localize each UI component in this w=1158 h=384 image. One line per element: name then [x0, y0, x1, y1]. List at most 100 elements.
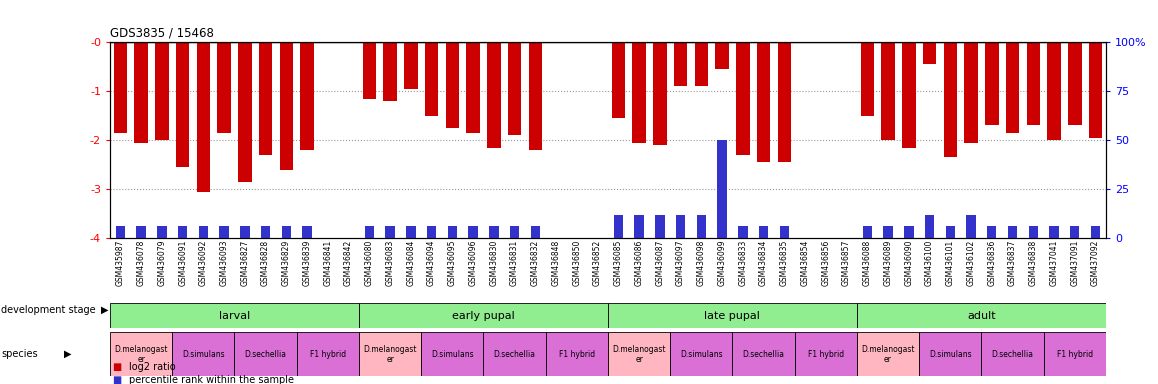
Bar: [155, 42, 169, 140]
Bar: [635, 215, 644, 238]
Bar: [881, 42, 895, 140]
Bar: [965, 42, 977, 142]
Text: larval: larval: [219, 311, 250, 321]
Bar: [468, 226, 478, 238]
Bar: [173, 332, 234, 376]
Bar: [794, 332, 857, 376]
Bar: [653, 42, 667, 145]
Bar: [176, 42, 190, 167]
Text: D.simulans: D.simulans: [929, 350, 972, 359]
Bar: [987, 226, 997, 238]
Bar: [614, 215, 623, 238]
Text: D.simulans: D.simulans: [431, 350, 474, 359]
Bar: [985, 42, 998, 126]
Text: D.melanogast
er: D.melanogast er: [613, 345, 666, 364]
Bar: [697, 215, 706, 238]
Text: log2 ratio: log2 ratio: [129, 362, 175, 372]
Bar: [1028, 226, 1038, 238]
Bar: [1049, 226, 1058, 238]
Bar: [904, 226, 914, 238]
Bar: [234, 332, 296, 376]
Bar: [860, 42, 874, 116]
Text: ■: ■: [112, 375, 122, 384]
Bar: [448, 226, 457, 238]
Bar: [738, 226, 748, 238]
Text: D.simulans: D.simulans: [182, 350, 225, 359]
Text: F1 hybrid: F1 hybrid: [1057, 350, 1093, 359]
Bar: [528, 42, 542, 150]
Bar: [467, 42, 479, 133]
Bar: [857, 303, 1106, 328]
Text: GDS3835 / 15468: GDS3835 / 15468: [110, 26, 214, 40]
Bar: [1007, 226, 1017, 238]
Bar: [779, 226, 789, 238]
Bar: [302, 226, 312, 238]
Bar: [857, 332, 919, 376]
Bar: [219, 226, 229, 238]
Bar: [113, 42, 127, 133]
Bar: [362, 42, 376, 99]
Bar: [259, 42, 272, 155]
Bar: [422, 332, 484, 376]
Bar: [1006, 42, 1019, 133]
Bar: [489, 226, 499, 238]
Bar: [757, 42, 770, 162]
Bar: [632, 42, 646, 142]
Bar: [925, 215, 935, 238]
Bar: [239, 42, 251, 182]
Text: ■: ■: [112, 362, 122, 372]
Bar: [218, 42, 230, 133]
Bar: [110, 332, 173, 376]
Bar: [1070, 226, 1079, 238]
Bar: [446, 42, 459, 128]
Bar: [199, 226, 208, 238]
Bar: [611, 42, 625, 118]
Bar: [919, 332, 981, 376]
Bar: [736, 42, 749, 155]
Text: percentile rank within the sample: percentile rank within the sample: [129, 375, 293, 384]
Text: late pupal: late pupal: [704, 311, 761, 321]
Text: D.sechellia: D.sechellia: [991, 350, 1034, 359]
Bar: [670, 332, 732, 376]
Text: F1 hybrid: F1 hybrid: [808, 350, 844, 359]
Bar: [425, 42, 439, 116]
Text: D.sechellia: D.sechellia: [244, 350, 287, 359]
Bar: [1047, 42, 1061, 140]
Bar: [386, 226, 395, 238]
Bar: [674, 42, 688, 86]
Bar: [359, 303, 608, 328]
Bar: [261, 226, 270, 238]
Bar: [359, 332, 422, 376]
Bar: [137, 226, 146, 238]
Bar: [944, 42, 957, 157]
Bar: [863, 226, 872, 238]
Bar: [510, 226, 519, 238]
Bar: [676, 215, 686, 238]
Bar: [966, 215, 976, 238]
Bar: [483, 332, 545, 376]
Bar: [296, 332, 359, 376]
Text: D.sechellia: D.sechellia: [493, 350, 536, 359]
Bar: [116, 226, 125, 238]
Bar: [240, 226, 250, 238]
Bar: [608, 303, 857, 328]
Bar: [608, 332, 670, 376]
Bar: [1089, 42, 1102, 138]
Text: D.melanogast
er: D.melanogast er: [364, 345, 417, 364]
Bar: [758, 226, 768, 238]
Bar: [655, 215, 665, 238]
Bar: [545, 332, 608, 376]
Bar: [406, 226, 416, 238]
Text: D.melanogast
er: D.melanogast er: [862, 345, 915, 364]
Bar: [178, 226, 188, 238]
Bar: [902, 42, 916, 147]
Text: D.sechellia: D.sechellia: [742, 350, 785, 359]
Bar: [279, 42, 293, 170]
Text: adult: adult: [967, 311, 996, 321]
Text: F1 hybrid: F1 hybrid: [559, 350, 595, 359]
Text: D.simulans: D.simulans: [680, 350, 723, 359]
Text: species: species: [1, 349, 38, 359]
Bar: [1091, 226, 1100, 238]
Text: early pupal: early pupal: [452, 311, 515, 321]
Bar: [197, 42, 210, 192]
